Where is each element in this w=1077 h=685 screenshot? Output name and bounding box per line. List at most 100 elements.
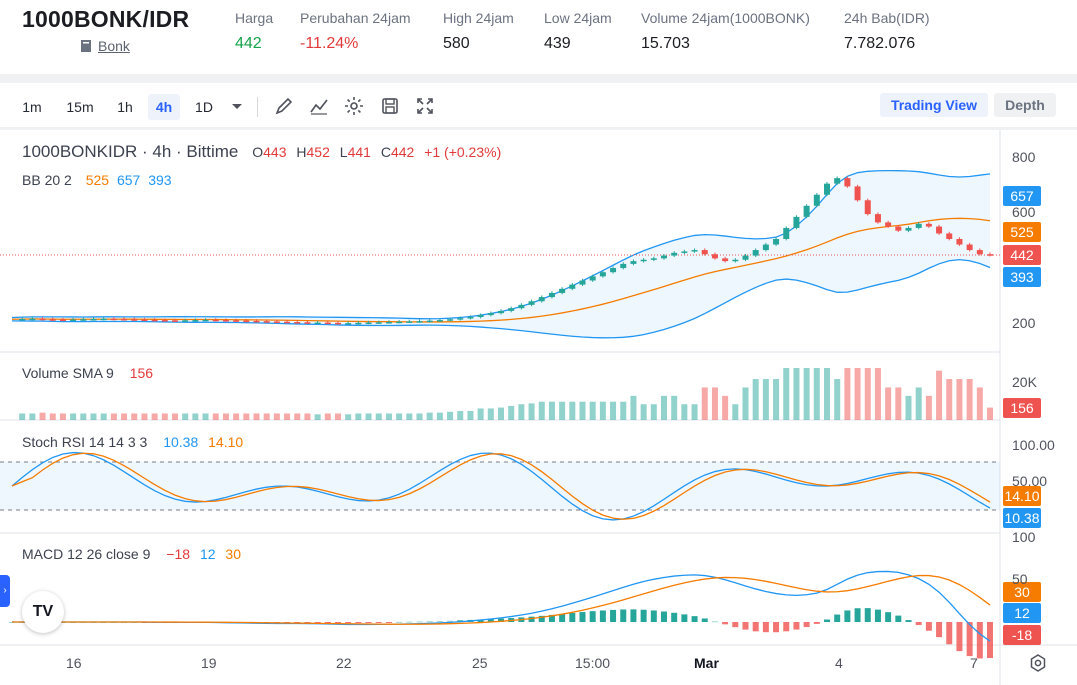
candle-body [936,226,943,234]
candle-body [335,322,341,325]
macd-histogram-bar [559,613,566,622]
volume-bar [335,413,341,420]
stat-change: Perubahan 24jam -11.24% [300,10,411,53]
stoch-tick: 50.00 [1012,473,1048,489]
chart-toolbar: 1m 15m 1h 4h 1D Trading View Depth [0,83,1077,127]
volume-bar [121,413,128,420]
draw-pen-icon[interactable] [273,95,295,117]
macd-histogram-bar [783,622,790,632]
volume-bar [844,368,851,420]
macd-histogram-bar [610,609,617,622]
stat-low: Low 24jam 439 [544,10,612,53]
candle-body [477,315,484,318]
volume-bar [426,412,433,420]
time-tick: Mar [694,655,719,671]
candle-body [447,319,454,321]
ohlc-h-label: H [296,144,307,160]
ohlc-o-value: 443 [263,144,287,160]
volume-bar [905,395,912,420]
fullscreen-icon[interactable] [414,95,436,117]
macd-histogram-bar [874,609,881,622]
price-last-badge: 442 [1010,247,1034,263]
candle-body [49,319,56,321]
coin-link[interactable]: Bonk [80,38,130,54]
stat-price-value: 442 [235,35,262,52]
book-icon [81,40,91,52]
candle-body [253,320,260,323]
candle-body [29,318,36,321]
price-lower-badge: 393 [1010,269,1034,285]
macd-line-badge: 12 [1014,605,1030,621]
indicators-icon[interactable] [308,95,330,117]
macd-line [12,570,991,642]
candle-body [813,194,820,206]
candle-body [39,318,46,321]
stoch-d-line [11,452,991,520]
volume-bar [49,413,56,420]
volume-bar [661,395,667,420]
volume-bar [966,379,973,420]
volume-tick: 20K [1012,374,1037,390]
macd-histogram-bar [701,618,708,622]
candle-body [385,322,392,324]
volume-bar [834,379,841,420]
stoch-k-badge-bg [1003,508,1041,528]
timeframe-4h[interactable]: 4h [148,94,180,120]
candle-body [559,288,566,293]
ohlc-h-value: 452 [306,144,330,160]
candle-body [19,318,26,321]
candle-body [355,322,362,325]
macd-histogram-bar [661,611,667,622]
macd-histogram-bar [385,622,392,623]
candle-body [824,183,830,195]
volume-bar [671,395,678,420]
macd-histogram-bar [722,622,729,625]
trading-view-tab[interactable]: Trading View [880,93,988,117]
macd-histogram-bar [487,619,494,622]
chart-area[interactable]: 657 525 442 393 156 14.10 10.38 30 12 -18 1000BON… [0,130,1077,685]
candle-body [457,318,464,320]
volume-bar [355,413,362,420]
macd-histogram-bar [498,618,504,622]
stoch-tick: 100.00 [1012,437,1055,453]
bb-legend: BB 20 2 525 657 393 [22,172,172,188]
candle-body [589,276,596,281]
volume-bar [630,395,637,420]
chart-settings-icon[interactable] [1028,653,1048,673]
timeframe-1d[interactable]: 1D [195,99,213,115]
macd-histogram-bar [936,622,943,638]
price-last-badge-bg [1003,245,1041,265]
volume-bar [732,404,739,420]
volume-bar [610,401,617,420]
macd-histogram-bar [589,611,596,622]
timeframe-1m[interactable]: 1m [22,99,42,115]
macd-histogram-bar [885,612,892,622]
ohlc-c-value: 442 [390,144,415,160]
macd-hist-badge: -18 [1012,627,1032,643]
candle-body [630,261,637,264]
candle-body [579,280,586,285]
settings-gear-icon[interactable] [343,95,365,117]
timeframe-15m[interactable]: 15m [66,99,94,115]
volume-bar [548,401,555,420]
candle-body [70,319,77,322]
time-tick: 19 [201,655,217,671]
candle-body [569,284,576,289]
side-panel-toggle[interactable]: › [0,575,10,607]
timeframe-1h[interactable]: 1h [117,99,133,115]
candle-body [375,322,382,324]
candle-body [762,244,769,251]
chevron-down-icon[interactable] [226,95,248,117]
tradingview-logo[interactable]: TV [22,591,64,633]
candle-body [121,318,128,321]
volume-bar [620,401,627,420]
depth-tab[interactable]: Depth [994,93,1056,117]
stoch-d-badge: 14.10 [1004,488,1039,504]
save-icon[interactable] [379,95,401,117]
macd-signal-badge-bg [1003,582,1041,602]
candle-body [538,297,545,302]
chart-canvas[interactable]: 657 525 442 393 156 14.10 10.38 30 12 -18 [0,130,1077,685]
volume-bar [345,414,352,420]
volume-bar [141,413,148,420]
stoch-k-badge: 10.38 [1004,510,1039,526]
